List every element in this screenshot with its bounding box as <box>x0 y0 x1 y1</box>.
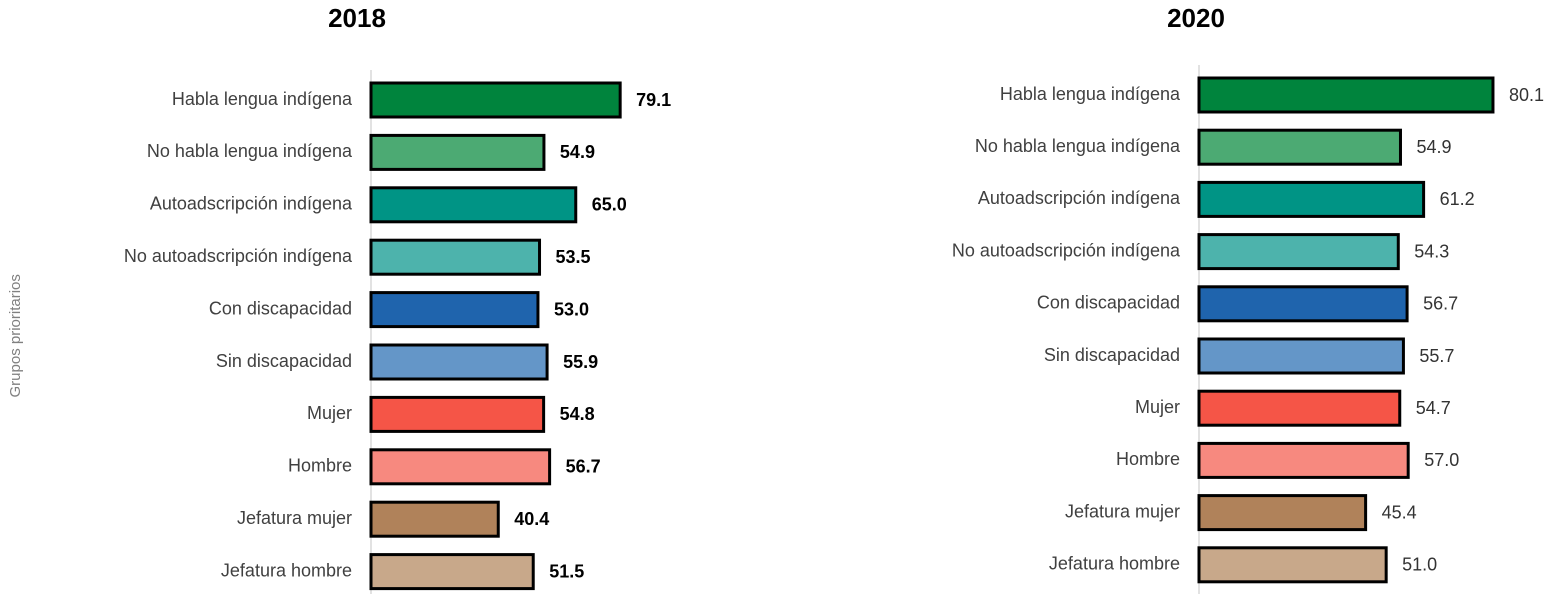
data-label: 61.2 <box>1440 189 1475 209</box>
data-label: 54.9 <box>1416 137 1451 157</box>
data-label: 51.0 <box>1402 555 1437 575</box>
bar <box>1197 285 1409 323</box>
bar <box>1197 76 1495 114</box>
category-label: No habla lengua indígena <box>147 141 353 161</box>
bar <box>369 291 540 329</box>
bar <box>1197 494 1368 532</box>
category-label: Con discapacidad <box>1037 293 1180 313</box>
category-label: Sin discapacidad <box>216 351 352 371</box>
bar <box>1197 128 1402 166</box>
bar <box>369 448 552 486</box>
bar <box>369 553 535 591</box>
data-label: 55.9 <box>563 352 598 372</box>
data-label: 54.8 <box>560 404 595 424</box>
data-label: 54.7 <box>1416 398 1451 418</box>
bar <box>1197 546 1388 584</box>
bar <box>369 343 549 381</box>
chart-title: 2020 <box>1167 3 1225 33</box>
category-label: Con discapacidad <box>209 298 352 318</box>
bar <box>1197 180 1426 218</box>
data-label: 40.4 <box>514 509 549 529</box>
data-label: 53.5 <box>556 247 591 267</box>
data-label: 56.7 <box>566 457 601 477</box>
category-label: Autoadscripción indígena <box>978 188 1181 208</box>
data-label: 56.7 <box>1423 294 1458 314</box>
data-label: 53.0 <box>554 299 589 319</box>
bar <box>1197 233 1400 271</box>
category-label: Sin discapacidad <box>1044 345 1180 365</box>
data-label: 65.0 <box>592 195 627 215</box>
category-label: Mujer <box>1135 397 1180 417</box>
y-axis-label: Grupos prioritarios <box>7 274 24 397</box>
bar <box>369 133 546 171</box>
category-label: Hombre <box>1116 449 1180 469</box>
data-label: 54.9 <box>560 142 595 162</box>
category-label: No habla lengua indígena <box>975 136 1181 156</box>
chart-title: 2018 <box>328 3 386 33</box>
bar <box>1197 389 1402 427</box>
data-label: 80.1 <box>1509 85 1544 105</box>
data-label: 51.5 <box>549 561 584 581</box>
category-label: Jefatura mujer <box>1065 501 1180 521</box>
bar <box>369 186 578 224</box>
data-label: 79.1 <box>636 90 671 110</box>
data-label: 57.0 <box>1424 450 1459 470</box>
data-label: 55.7 <box>1419 346 1454 366</box>
data-label: 54.3 <box>1414 241 1449 261</box>
category-label: No autoadscripción indígena <box>952 240 1181 260</box>
bar <box>1197 441 1410 479</box>
category-label: Hombre <box>288 456 352 476</box>
category-label: Jefatura hombre <box>1049 554 1180 574</box>
bar <box>369 81 622 119</box>
bar <box>1197 337 1405 375</box>
category-label: Jefatura mujer <box>237 508 352 528</box>
category-label: Habla lengua indígena <box>1000 84 1181 104</box>
category-label: No autoadscripción indígena <box>124 246 353 266</box>
category-label: Mujer <box>307 403 352 423</box>
category-label: Habla lengua indígena <box>172 89 353 109</box>
bar <box>369 395 546 433</box>
bar <box>369 238 542 276</box>
category-label: Jefatura hombre <box>221 560 352 580</box>
bar <box>369 500 500 538</box>
category-label: Autoadscripción indígena <box>150 194 353 214</box>
data-label: 45.4 <box>1382 502 1417 522</box>
